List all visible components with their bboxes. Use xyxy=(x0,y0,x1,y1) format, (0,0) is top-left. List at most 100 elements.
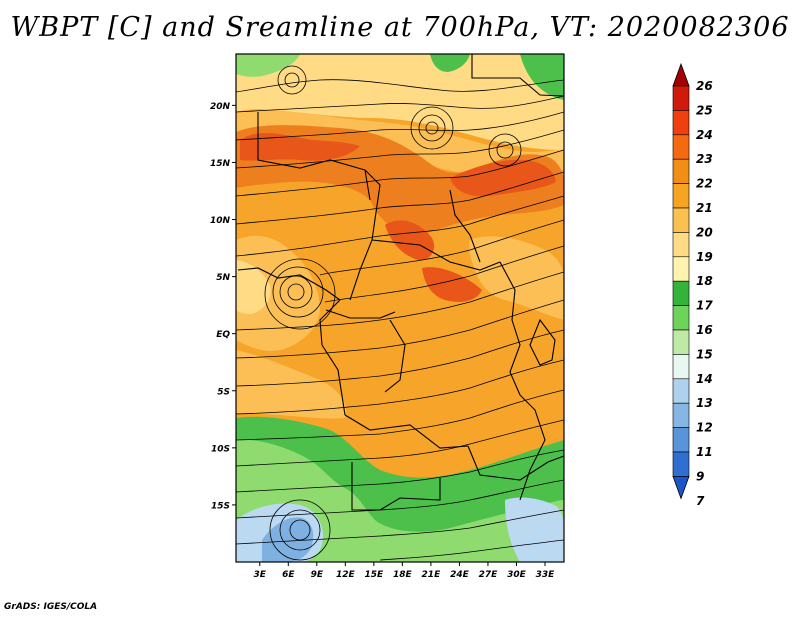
streamline xyxy=(236,95,564,113)
colorbar-label: 16 xyxy=(696,323,713,337)
vortex-ring xyxy=(272,266,324,318)
colorbar-swatch xyxy=(672,134,690,160)
colorbar-label: 25 xyxy=(696,103,713,117)
colorbar-swatch xyxy=(672,207,690,233)
border-line xyxy=(351,462,441,511)
border-line xyxy=(257,112,371,201)
border-line xyxy=(319,299,346,416)
colorbar-swatch xyxy=(672,158,690,184)
lon-tick-label: 12E xyxy=(336,570,356,580)
colorbar-swatch xyxy=(672,305,690,331)
colorbar-swatch xyxy=(672,183,690,209)
shade-blue-sw xyxy=(262,517,314,562)
lat-tick-label: 10N xyxy=(210,216,231,226)
colorbar-swatch xyxy=(672,85,690,111)
lon-tick-label: 24E xyxy=(450,570,470,580)
colorbar-swatch xyxy=(672,110,690,136)
longitude-axis: 3E 6E 9E 12E 15E 18E 21E 24E 27E 30E 33E xyxy=(254,562,556,580)
vortex-ring xyxy=(284,72,300,88)
border-line xyxy=(529,318,556,366)
streamline xyxy=(236,299,564,359)
shade-lightorange-west xyxy=(236,235,320,351)
vortex-ring xyxy=(279,509,321,551)
streamline xyxy=(236,79,564,93)
colorbar-swatch xyxy=(672,402,690,428)
streamline xyxy=(236,111,564,141)
vortex-ring xyxy=(287,283,305,301)
streamline xyxy=(236,389,564,441)
border-line xyxy=(449,189,481,263)
shade-paleblue-se xyxy=(505,497,564,562)
vortex-ring xyxy=(488,133,522,167)
streamline xyxy=(236,171,564,225)
vortex-ring xyxy=(425,121,439,135)
shade-yellow-gulf xyxy=(236,260,271,314)
lon-tick-label: 33E xyxy=(536,570,556,580)
vortex-ring xyxy=(496,141,514,159)
shade-redorange-east xyxy=(450,159,556,197)
colorbar-label: 7 xyxy=(696,494,705,508)
colorbar-label: 12 xyxy=(696,421,713,435)
lon-tick-label: 6E xyxy=(282,570,295,580)
shade-redorange-center xyxy=(385,220,435,261)
border-line xyxy=(371,239,501,271)
lat-tick-label: 10S xyxy=(211,444,230,454)
colorbar-swatch xyxy=(672,329,690,355)
lat-tick-label: 15N xyxy=(210,159,231,169)
vortex-ring xyxy=(277,65,307,95)
border-line xyxy=(237,267,341,301)
colorbar-label: 22 xyxy=(696,177,713,191)
colorbar-label: 18 xyxy=(696,274,713,288)
colorbar-top-arrow xyxy=(672,62,690,87)
lat-tick-label: 15S xyxy=(211,501,230,511)
vortex-ring xyxy=(289,519,311,541)
streamline xyxy=(236,149,564,197)
map-title: WBPT [C] and Sreamline at 700hPa, VT: 20… xyxy=(10,12,790,43)
shade-green-nw xyxy=(236,54,300,77)
shade-green-eastcoast xyxy=(520,54,564,100)
shade-yellow-east xyxy=(469,236,564,320)
colorbar-label: 21 xyxy=(696,201,713,215)
wbpt-shading xyxy=(236,54,564,562)
border-line xyxy=(384,319,406,393)
latitude-axis: 20N 15N 10N 5N EQ 5S 10S 15S xyxy=(210,102,236,511)
shade-redorange-west xyxy=(240,133,360,161)
streamline xyxy=(236,329,564,387)
colorbar-swatch xyxy=(672,280,690,306)
colorbar-swatch xyxy=(672,451,690,477)
colorbar-swatch xyxy=(672,378,690,404)
vortex-ring xyxy=(264,258,336,330)
vortex-ring xyxy=(410,106,454,150)
lat-tick-label: 5N xyxy=(216,273,230,283)
shade-lightorange-sw xyxy=(236,350,347,419)
streamline xyxy=(236,419,564,467)
lat-tick-label: 5S xyxy=(217,387,230,397)
border-line xyxy=(344,414,469,449)
vortex-ring xyxy=(269,499,331,561)
lon-tick-label: 9E xyxy=(311,570,324,580)
streamline xyxy=(324,245,564,303)
lon-tick-label: 21E xyxy=(422,570,442,580)
colorbar-swatch xyxy=(672,354,690,380)
colorbar-label: 15 xyxy=(696,347,713,361)
border-line xyxy=(325,309,396,319)
footer-credit: GrADS: IGES/COLA xyxy=(4,602,98,612)
colorbar-label: 23 xyxy=(696,152,713,166)
map-frame xyxy=(235,53,565,563)
streamline xyxy=(236,195,564,257)
colorbar-swatch xyxy=(672,427,690,453)
lon-tick-label: 15E xyxy=(365,570,385,580)
vortex-ring xyxy=(418,114,446,142)
colorbar: 26 25 24 23 22 21 20 19 18 17 16 15 14 13 12 11 9 7 xyxy=(672,62,713,508)
streamline xyxy=(236,479,564,519)
colorbar-bottom-arrow xyxy=(672,475,690,500)
colorbar-label: 11 xyxy=(696,445,713,459)
streamline xyxy=(236,509,564,545)
lon-tick-label: 18E xyxy=(393,570,413,580)
shade-green-ne xyxy=(430,54,470,72)
lat-tick-label: 20N xyxy=(210,102,231,112)
lon-tick-label: 3E xyxy=(254,570,267,580)
border-line xyxy=(467,445,564,481)
lon-tick-label: 30E xyxy=(507,570,527,580)
